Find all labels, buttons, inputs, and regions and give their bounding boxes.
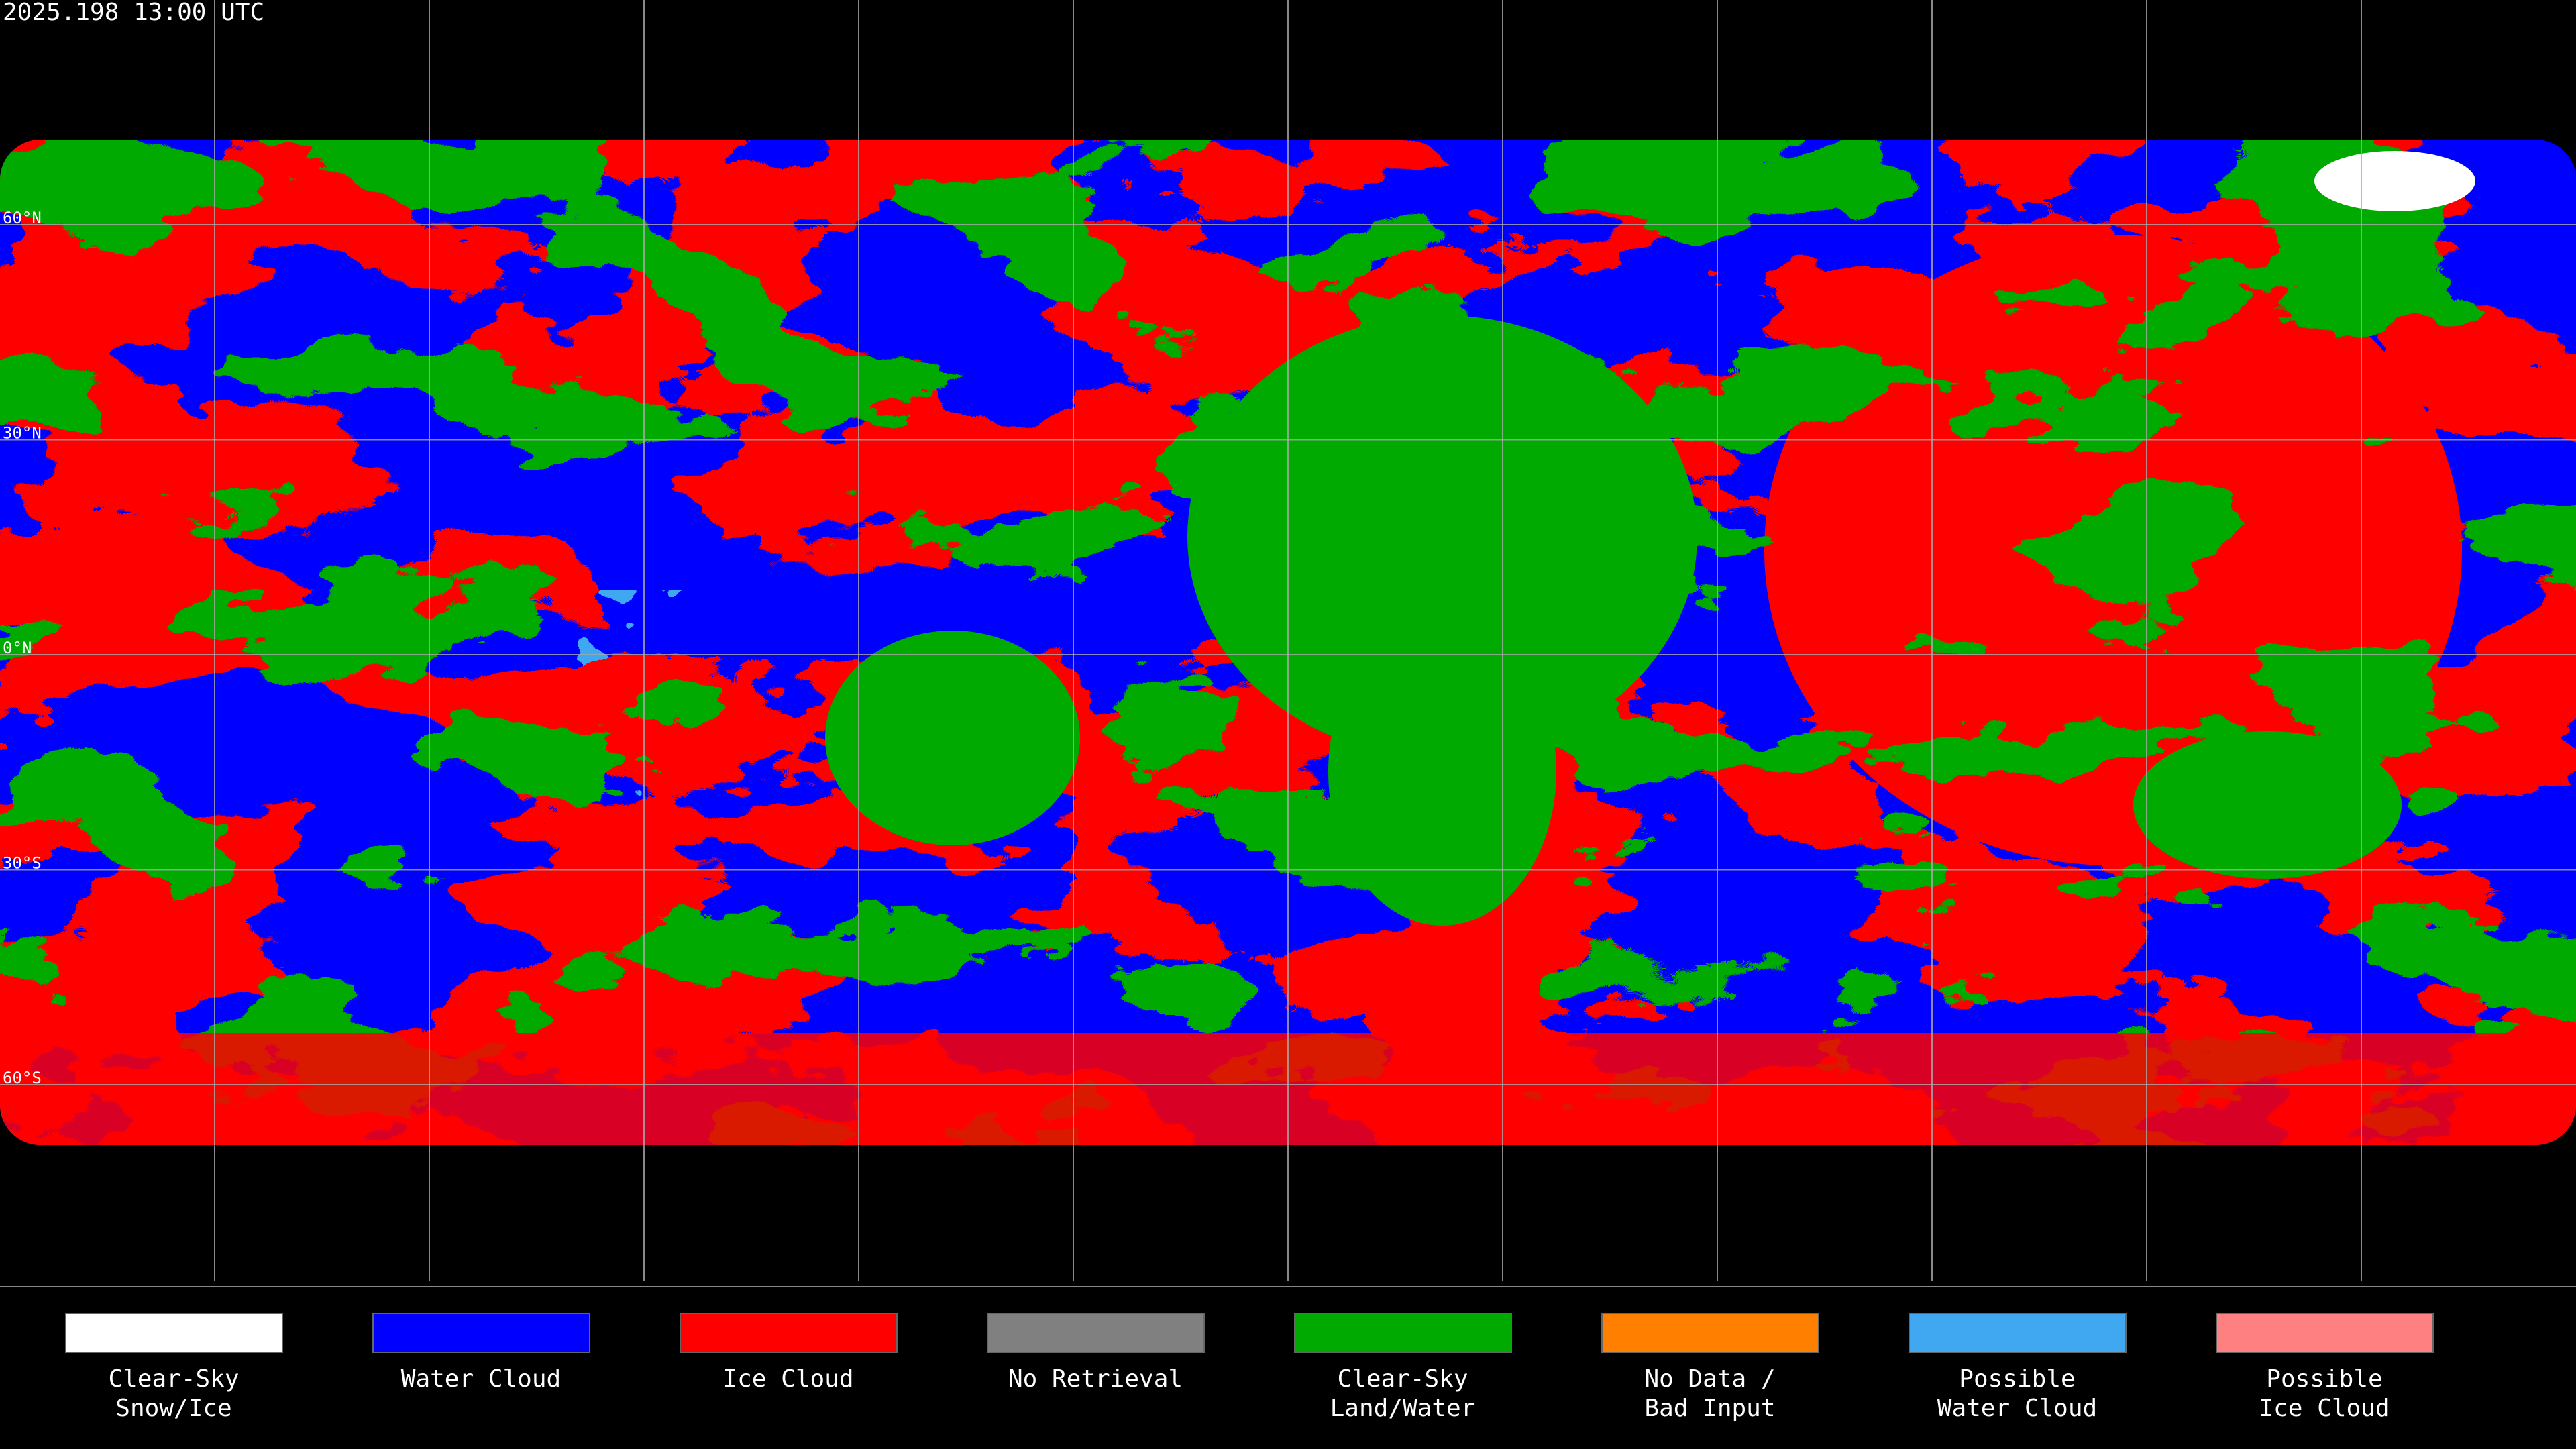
map-region	[1187, 315, 1697, 758]
legend-label: Bad Input	[1644, 1395, 1775, 1422]
legend-label: No Data /	[1644, 1365, 1775, 1393]
legend-label: Possible	[1959, 1365, 2075, 1393]
legend-swatch	[680, 1313, 898, 1353]
legend-label: Ice Cloud	[2259, 1395, 2390, 1422]
map-region	[2314, 151, 2475, 211]
latitude-label: 30°N	[3, 424, 42, 443]
latitude-label: 30°S	[3, 854, 42, 873]
legend-swatch	[65, 1313, 283, 1353]
legend-label: Ice Cloud	[722, 1365, 853, 1393]
map-region	[1328, 617, 1556, 926]
legend-label: Water Cloud	[1937, 1395, 2097, 1422]
legend-label: Snow/Ice	[115, 1395, 231, 1422]
legend-label: Clear-Sky	[108, 1365, 239, 1393]
legend-label: Land/Water	[1330, 1395, 1476, 1422]
legend-swatch	[1601, 1313, 1819, 1353]
latitude-label: 0°N	[3, 639, 32, 657]
legend-swatch	[1294, 1313, 1512, 1353]
legend-label: Possible	[2266, 1365, 2382, 1393]
timestamp: 2025.198 13:00 UTC	[3, 0, 264, 26]
latitude-label: 60°N	[3, 209, 42, 227]
legend-swatch	[1909, 1313, 2127, 1353]
legend-swatch	[987, 1313, 1205, 1353]
legend-label: Water Cloud	[401, 1365, 561, 1393]
legend-label: Clear-Sky	[1337, 1365, 1468, 1393]
map-region	[2133, 731, 2402, 879]
map-region	[825, 631, 1080, 845]
legend-swatch	[2216, 1313, 2434, 1353]
graticule: 60°N 30°N 0°N 30°S 60°S	[0, 0, 2576, 1281]
legend-swatch	[372, 1313, 590, 1353]
latitude-label: 60°S	[3, 1069, 42, 1087]
legend-label: No Retrieval	[1008, 1365, 1183, 1393]
